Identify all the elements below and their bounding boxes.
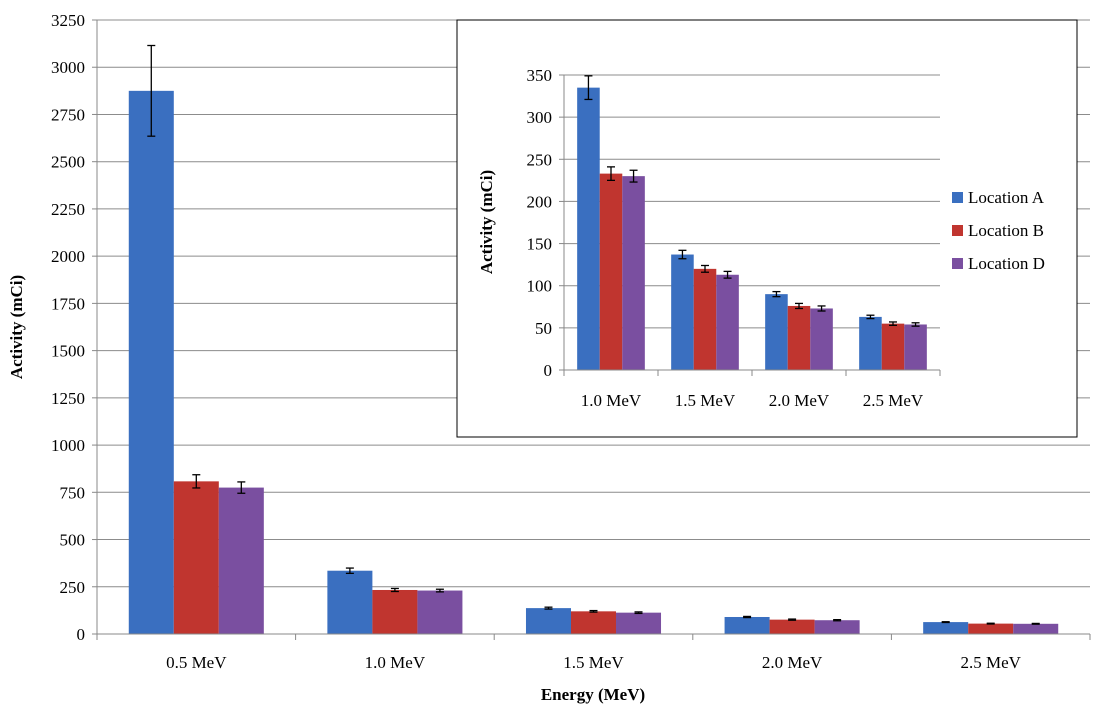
inset-bar bbox=[881, 323, 905, 370]
main-y-tick-label: 3250 bbox=[51, 11, 85, 30]
main-y-tick-label: 2000 bbox=[51, 247, 85, 266]
main-x-tick-label: 1.0 MeV bbox=[365, 653, 426, 672]
inset-y-axis-label: Activity (mCi) bbox=[477, 170, 496, 274]
main-x-tick-label: 2.0 MeV bbox=[762, 653, 823, 672]
main-x-tick-label: 0.5 MeV bbox=[166, 653, 227, 672]
inset-bar bbox=[577, 87, 600, 371]
main-y-tick-label: 2250 bbox=[51, 200, 85, 219]
main-bar bbox=[173, 481, 219, 634]
inset-y-tick-label: 350 bbox=[527, 66, 553, 85]
main-bars bbox=[128, 90, 1059, 635]
inset-x-tick-labels: 1.0 MeV 1.5 MeV 2.0 MeV 2.5 MeV bbox=[581, 391, 924, 410]
main-y-tick-label: 0 bbox=[77, 625, 86, 644]
inset-x-tick-label: 2.0 MeV bbox=[769, 391, 830, 410]
inset-y-tick-label: 0 bbox=[544, 361, 553, 380]
inset-bar bbox=[904, 324, 927, 370]
main-error-bars bbox=[147, 44, 1040, 625]
main-y-tick-label: 2500 bbox=[51, 153, 85, 172]
main-y-tick-label: 1250 bbox=[51, 389, 85, 408]
main-bar bbox=[1013, 623, 1059, 634]
legend-swatch bbox=[952, 258, 963, 269]
inset-y-tick-label: 250 bbox=[527, 150, 553, 169]
inset-y-tick-label: 150 bbox=[527, 235, 553, 254]
main-bar bbox=[525, 608, 571, 634]
main-y-tick-label: 1500 bbox=[51, 342, 85, 361]
main-bar bbox=[616, 612, 662, 634]
main-x-axis-label: Energy (MeV) bbox=[541, 685, 645, 704]
inset-bars bbox=[577, 87, 927, 371]
inset-bar bbox=[810, 308, 833, 370]
inset-x-tick-label: 2.5 MeV bbox=[863, 391, 924, 410]
inset-y-tick-label: 200 bbox=[527, 192, 553, 211]
inset-x-tick-label: 1.0 MeV bbox=[581, 391, 642, 410]
main-y-tick-label: 500 bbox=[60, 531, 86, 550]
main-bar bbox=[327, 570, 373, 634]
inset-bar bbox=[787, 305, 811, 370]
main-y-tick-label: 750 bbox=[60, 483, 86, 502]
legend-label: Location B bbox=[968, 221, 1044, 240]
main-bar bbox=[968, 623, 1014, 634]
main-x-tick-labels: 0.5 MeV 1.0 MeV 1.5 MeV 2.0 MeV 2.5 MeV bbox=[166, 653, 1022, 672]
legend: Location A Location B Location D bbox=[952, 188, 1045, 273]
legend-label: Location A bbox=[968, 188, 1045, 207]
inset-bar bbox=[622, 176, 645, 370]
main-bar bbox=[128, 90, 174, 635]
inset-x-tick-label: 1.5 MeV bbox=[675, 391, 736, 410]
inset-bar bbox=[765, 294, 788, 370]
inset-y-tick-label: 300 bbox=[527, 108, 553, 127]
inset-chart: 0 50 100 150 200 250 300 350 1.0 MeV 1.5 MeV 2.0 … bbox=[456, 19, 1078, 438]
main-y-tick-label: 2750 bbox=[51, 105, 85, 124]
main-bar bbox=[769, 619, 815, 634]
inset-bar bbox=[599, 173, 623, 370]
main-bar bbox=[923, 622, 969, 634]
main-bar bbox=[372, 589, 418, 634]
inset-y-tick-label: 100 bbox=[527, 277, 553, 296]
inset-y-tick-label: 50 bbox=[535, 319, 552, 338]
inset-bar bbox=[716, 274, 739, 370]
main-y-tick-labels: 0 250 500 750 1000 1250 1500 1750 2000 2250 2500 27… bbox=[51, 11, 85, 644]
main-bar bbox=[417, 590, 463, 634]
legend-label: Location D bbox=[968, 254, 1045, 273]
inset-y-tick-labels: 0 50 100 150 200 250 300 350 bbox=[527, 66, 553, 380]
main-bar bbox=[724, 616, 770, 634]
main-x-tick-label: 1.5 MeV bbox=[563, 653, 624, 672]
inset-error-bars bbox=[584, 75, 920, 327]
main-y-axis-label: Activity (mCi) bbox=[7, 275, 26, 379]
main-x-tick-label: 2.5 MeV bbox=[960, 653, 1021, 672]
main-y-tick-label: 3000 bbox=[51, 58, 85, 77]
inset-bar bbox=[671, 254, 694, 370]
legend-swatch bbox=[952, 192, 963, 203]
inset-bar bbox=[859, 316, 882, 370]
main-bar bbox=[814, 620, 860, 634]
legend-swatch bbox=[952, 225, 963, 236]
inset-bar bbox=[693, 268, 717, 370]
main-bar bbox=[570, 611, 617, 634]
main-bar bbox=[218, 487, 264, 634]
main-y-tick-label: 250 bbox=[60, 578, 86, 597]
main-y-tick-label: 1750 bbox=[51, 294, 85, 313]
main-y-tick-label: 1000 bbox=[51, 436, 85, 455]
